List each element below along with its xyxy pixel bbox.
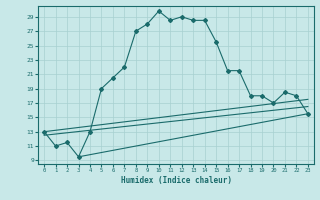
X-axis label: Humidex (Indice chaleur): Humidex (Indice chaleur) — [121, 176, 231, 185]
